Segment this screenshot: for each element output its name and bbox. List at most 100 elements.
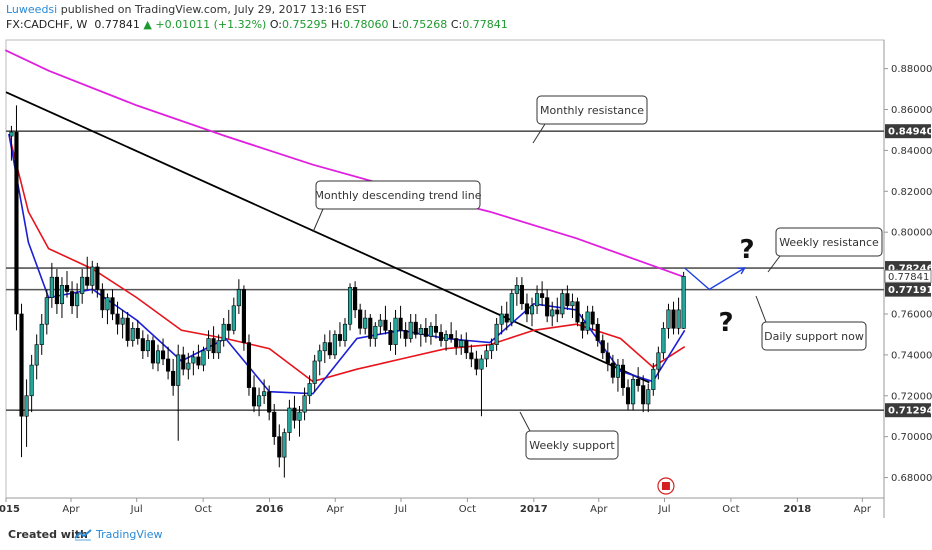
candle-down [95,266,100,290]
candle-down [327,342,332,356]
candle-up [90,266,95,286]
candle-up [282,432,287,458]
plot-frame [5,39,885,499]
callout-weekly-resistance-box [775,227,883,257]
candle-down [423,327,428,337]
candle-down [403,330,408,339]
candle-up [262,391,267,397]
candle-up [585,311,590,331]
level-price-label: 0.71294 [888,406,932,417]
callout-weekly-resistance-label: Weekly resistance [779,236,879,249]
candle-down [504,313,509,323]
x-tick-label: Oct [194,504,211,515]
candle-up [221,323,226,341]
candle-up [393,317,398,345]
symbol-info: FX:CADCHF, W 0.77841 ▲ +0.01011 (+1.32%)… [6,18,508,31]
candle-up [363,317,368,329]
candle-down [545,297,550,317]
candle-down [625,387,631,405]
candle-down [160,350,166,360]
y-tick-label: 0.68000 [891,473,932,484]
candle-down [600,340,605,354]
candle-up [676,309,681,329]
candle-down [590,311,595,325]
level-price-tag [885,403,931,418]
low-value: 0.75268 [401,18,448,31]
callout-weekly-support-label: Weekly support [529,439,615,452]
candle-up [206,338,211,352]
price-chart[interactable]: 0.88000 0.86000 0.84000 0.82000 0.80000 0.760… [0,0,932,522]
candle-up [231,305,236,331]
callout-weekly-resistance-pointer [767,255,781,273]
x-tick-label: 2015 [0,504,20,515]
candle-down [246,342,252,388]
moving-average-200-line [4,49,686,279]
candle-up [428,325,433,337]
candle-down [226,323,231,331]
candle-up [120,317,125,325]
candle-down [595,323,600,341]
candle-up [322,342,327,352]
candle-up [656,352,661,370]
candle-down [464,340,469,354]
candle-up [75,293,80,307]
candle-down [605,352,610,364]
question-mark: ? [718,308,733,338]
tradingview-link[interactable]: TradingView [96,528,163,541]
canada-flag-icon [661,482,670,490]
callout-monthly-resistance-box [536,95,648,125]
high-value: 0.78060 [342,18,389,31]
candle-up [9,131,14,137]
projection-arrowhead [737,267,746,275]
candle-up [499,313,504,325]
x-tick-label: Apr [590,504,608,515]
candle-up [378,319,383,327]
candle-down [64,285,70,292]
last-price: 0.77841 [94,18,140,31]
candle-up [105,297,110,311]
candle-down [251,387,257,407]
candle-down [524,303,530,315]
level-price-label: 0.77191 [888,285,932,296]
candle-down [438,332,444,341]
level-price-tag [885,124,931,139]
candle-up [145,340,150,352]
candle-down [540,293,545,298]
candle-down [358,309,363,329]
y-tick-label: 0.72000 [891,391,932,402]
candle-up [236,289,241,307]
y-tick-label: 0.80000 [891,228,932,239]
x-tick-label: 2018 [783,504,811,515]
candle-up [514,285,519,294]
candle-up [534,293,540,307]
candle-up [529,305,535,315]
candle-up [49,276,54,298]
candle-up [373,325,378,339]
candle-up [201,350,206,366]
candle-up [186,362,191,370]
callout-monthly-resistance-label: Monthly resistance [540,104,644,117]
candle-down [69,291,75,307]
candle-up [176,354,181,386]
candle-down [272,411,277,437]
candle-up [24,395,29,417]
candle-down [277,436,282,458]
candle-up [494,323,499,345]
author-link[interactable]: Luweedsi [6,3,58,16]
callout-daily-support-box [761,321,867,351]
candle-down [368,317,373,339]
tradingview-logo-icon [74,529,92,541]
x-tick-label: Apr [327,504,345,515]
candle-up [615,364,620,378]
candle-down [140,338,145,352]
candle-down [100,289,105,311]
x-tick-label: Jul [130,504,143,515]
candle-up [408,321,413,339]
candle-up [347,287,353,325]
open-value: 0.75295 [281,18,328,31]
candle-down [337,334,343,341]
candle-up [29,364,34,397]
candle-down [474,358,479,370]
candle-down [555,309,560,315]
candle-down [54,276,59,305]
